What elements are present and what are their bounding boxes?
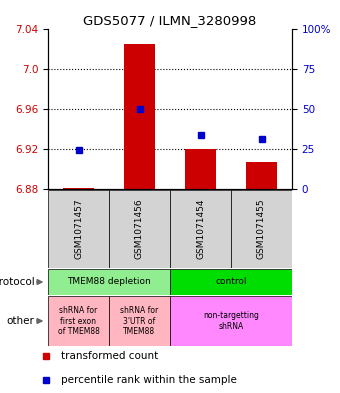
Text: shRNA for
3'UTR of
TMEM88: shRNA for 3'UTR of TMEM88 [120, 306, 159, 336]
Bar [170, 190, 231, 268]
Bar [124, 44, 155, 189]
Text: GSM1071454: GSM1071454 [196, 199, 205, 259]
Bar [109, 190, 170, 268]
Text: GSM1071456: GSM1071456 [135, 199, 144, 259]
Bar [185, 149, 216, 189]
Text: GSM1071455: GSM1071455 [257, 199, 266, 259]
Text: non-targetting
shRNA: non-targetting shRNA [203, 311, 259, 331]
Bar [48, 296, 109, 346]
Bar [109, 296, 170, 346]
Text: control: control [215, 277, 247, 286]
Bar [231, 190, 292, 268]
Bar [170, 269, 292, 295]
Text: percentile rank within the sample: percentile rank within the sample [61, 375, 237, 385]
Text: protocol: protocol [0, 277, 34, 287]
Text: other: other [6, 316, 34, 326]
Text: GSM1071457: GSM1071457 [74, 199, 83, 259]
Text: transformed count: transformed count [61, 351, 158, 361]
Text: shRNA for
first exon
of TMEM88: shRNA for first exon of TMEM88 [57, 306, 99, 336]
Bar [48, 190, 109, 268]
Bar [246, 162, 277, 189]
Bar [48, 269, 170, 295]
Bar [63, 188, 94, 189]
Bar [170, 296, 292, 346]
Text: TMEM88 depletion: TMEM88 depletion [67, 277, 151, 286]
Text: GDS5077 / ILMN_3280998: GDS5077 / ILMN_3280998 [83, 14, 257, 27]
